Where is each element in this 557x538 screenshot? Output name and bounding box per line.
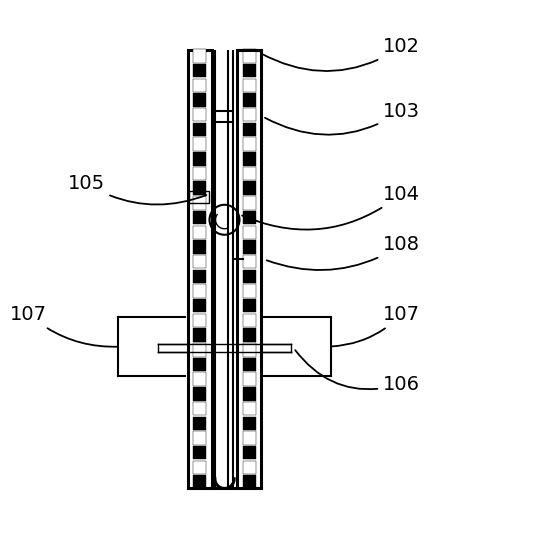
Bar — [243, 270, 256, 283]
Bar — [189, 191, 209, 203]
Bar — [243, 225, 256, 239]
Bar — [243, 240, 256, 254]
Bar — [193, 137, 206, 151]
Text: 103: 103 — [265, 102, 420, 134]
Bar — [243, 461, 256, 474]
Bar — [193, 387, 206, 401]
Bar — [243, 152, 256, 166]
Bar — [243, 93, 256, 107]
Text: 104: 104 — [242, 185, 420, 230]
Text: 102: 102 — [261, 37, 420, 71]
Bar — [193, 284, 206, 298]
Bar — [193, 211, 206, 224]
Bar — [243, 137, 256, 151]
Bar — [193, 314, 206, 327]
Bar — [193, 328, 206, 342]
Bar — [193, 402, 206, 415]
Bar — [243, 328, 256, 342]
Bar — [193, 299, 206, 313]
Bar — [193, 49, 206, 63]
Bar — [193, 255, 206, 268]
Bar — [243, 64, 256, 77]
Bar — [243, 358, 256, 371]
Bar — [243, 123, 256, 136]
Bar — [193, 372, 206, 386]
Bar — [243, 255, 256, 268]
Bar — [193, 123, 206, 136]
Bar — [193, 152, 206, 166]
Bar — [193, 79, 206, 92]
Bar — [243, 475, 256, 489]
Bar — [193, 196, 206, 210]
Text: 107: 107 — [11, 305, 118, 347]
Bar — [243, 416, 256, 430]
Bar — [243, 196, 256, 210]
Bar — [243, 299, 256, 313]
Text: 106: 106 — [295, 350, 420, 394]
Bar — [243, 211, 256, 224]
Bar — [243, 314, 256, 327]
Bar — [193, 167, 206, 180]
Text: 105: 105 — [67, 174, 207, 204]
Bar — [193, 240, 206, 254]
Bar — [193, 181, 206, 195]
Bar — [193, 108, 206, 122]
Bar — [193, 270, 206, 283]
Bar — [193, 416, 206, 430]
Bar — [193, 446, 206, 459]
Bar — [193, 358, 206, 371]
Bar — [243, 387, 256, 401]
Bar — [243, 402, 256, 415]
Bar — [243, 343, 256, 357]
Bar — [193, 431, 206, 445]
Bar — [193, 343, 206, 357]
Text: 107: 107 — [331, 305, 420, 346]
Bar — [243, 431, 256, 445]
Bar — [193, 64, 206, 77]
Bar — [193, 225, 206, 239]
Bar — [243, 79, 256, 92]
Bar — [243, 167, 256, 180]
Bar — [243, 108, 256, 122]
Bar — [193, 93, 206, 107]
Bar — [243, 49, 256, 63]
Bar — [243, 284, 256, 298]
Bar — [193, 461, 206, 474]
Text: 108: 108 — [267, 236, 420, 270]
Bar — [243, 446, 256, 459]
Bar — [193, 475, 206, 489]
Bar — [243, 181, 256, 195]
Bar — [243, 372, 256, 386]
